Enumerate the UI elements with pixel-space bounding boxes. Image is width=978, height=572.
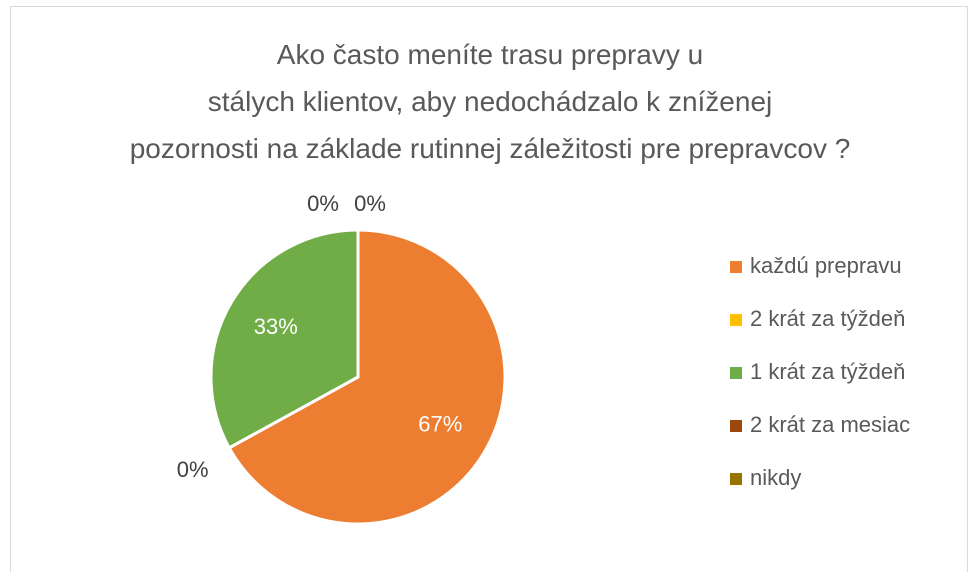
legend-label: 1 krát za týždeň	[750, 359, 905, 384]
legend-label: 2 krát za mesiac	[750, 412, 910, 437]
pie-slice	[227, 228, 507, 526]
data-label: 33%	[254, 314, 298, 339]
legend-label: každú prepravu	[750, 253, 902, 278]
legend-swatch	[730, 473, 742, 485]
legend-swatch	[730, 420, 742, 432]
data-label: 0%	[307, 191, 339, 216]
legend-swatch	[730, 261, 742, 273]
data-label: 67%	[418, 411, 462, 436]
data-label: 0%	[354, 191, 386, 216]
chart-border	[10, 6, 968, 572]
legend-label: 2 krát za týždeň	[750, 306, 905, 331]
pie-slice	[209, 228, 360, 450]
chart-title: Ako často meníte trasu prepravy u stálych…	[130, 39, 851, 164]
legend-swatch	[730, 367, 742, 379]
legend-label: nikdy	[750, 465, 801, 490]
data-label: 0%	[177, 457, 209, 482]
legend-swatch	[730, 314, 742, 326]
